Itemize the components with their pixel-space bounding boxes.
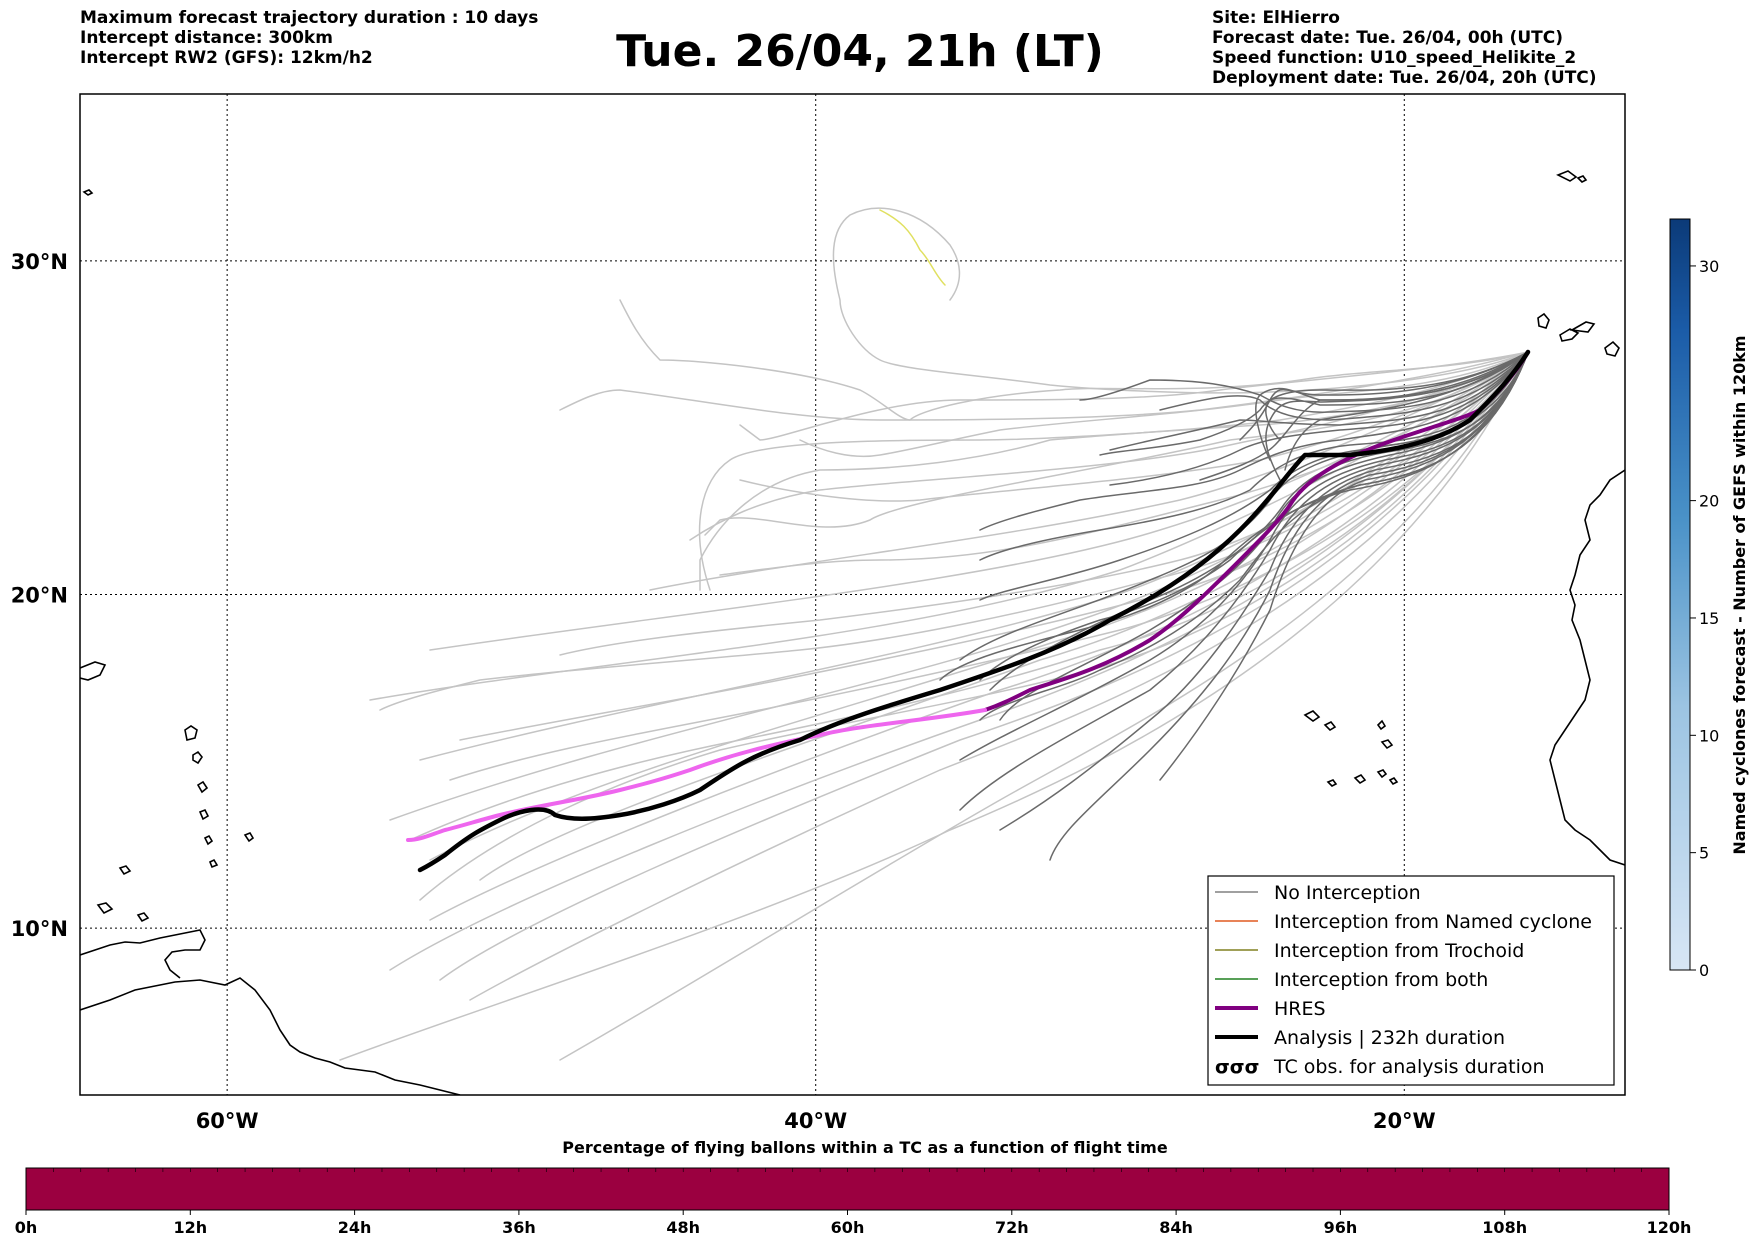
bottom-colorbar-tick-label: 0h — [15, 1218, 38, 1237]
bottom-colorbar-tick-label: 120h — [1647, 1218, 1692, 1237]
bottom-colorbar: Percentage of flying ballons within a TC… — [15, 1138, 1692, 1237]
bottom-colorbar-tick-label: 96h — [1324, 1218, 1358, 1237]
colorbar-tick-label: 5 — [1699, 844, 1709, 863]
forecast-date-text: Forecast date: Tue. 26/04, 00h (UTC) — [1212, 28, 1563, 48]
longitude-label: 20°W — [1373, 1109, 1436, 1133]
coast-azores — [82, 189, 94, 196]
header-left-info: Maximum forecast trajectory duration : 1… — [80, 8, 538, 68]
legend: No Interception Interception from Named c… — [1207, 875, 1615, 1086]
colorbar-tick-label: 15 — [1699, 609, 1719, 628]
legend-item-label: Interception from Trochoid — [1274, 940, 1524, 962]
legend-item-label: TC obs. for analysis duration — [1273, 1056, 1545, 1078]
speed-function-text: Speed function: U10_speed_Helikite_2 — [1212, 48, 1577, 68]
bottom-colorbar-tick-label: 108h — [1482, 1218, 1527, 1237]
trochoid-trajectory — [879, 209, 946, 286]
coast-madeira — [1556, 170, 1588, 183]
analysis-trajectory — [417, 349, 1531, 873]
coast-islands-lesser-antilles — [96, 725, 255, 923]
bottom-colorbar-tick-label: 36h — [502, 1218, 536, 1237]
coast-puerto-rico — [80, 661, 107, 681]
legend-item-label: HRES — [1274, 998, 1326, 1020]
page-title: Tue. 26/04, 21h (LT) — [616, 26, 1104, 77]
max-duration-text: Maximum forecast trajectory duration : 1… — [80, 8, 539, 28]
right-colorbar-label: Named cyclones forecast - Number of GEFS… — [1730, 335, 1749, 854]
bottom-colorbar-tick-label: 12h — [173, 1218, 207, 1237]
bottom-colorbar-tick-label: 60h — [831, 1218, 865, 1237]
legend-item-label: No Interception — [1274, 882, 1421, 904]
longitude-label: 60°W — [196, 1109, 259, 1133]
right-colorbar-bar — [1669, 218, 1691, 971]
header-right-info: Site: ElHierro Forecast date: Tue. 26/04… — [1212, 8, 1597, 88]
latitude-label: 10°N — [11, 917, 68, 941]
coast-canary-islands — [1537, 312, 1620, 357]
coast-cape-verde — [1303, 710, 1399, 787]
axis-labels: 60°W 40°W 20°W 30°N 20°N 10°N — [11, 250, 1436, 1133]
legend-item-label: Analysis | 232h duration — [1274, 1027, 1505, 1049]
bottom-colorbar-tick-label: 24h — [338, 1218, 372, 1237]
bottom-colorbar-bar — [25, 1167, 1670, 1211]
legend-item-label: Interception from both — [1274, 969, 1488, 991]
gridlines — [80, 94, 1625, 1095]
coast-caribbean-top — [80, 929, 206, 979]
bottom-colorbar-title: Percentage of flying ballons within a TC… — [562, 1138, 1168, 1157]
hres-trajectory — [983, 350, 1530, 712]
bottom-colorbar-tick-label: 72h — [995, 1218, 1029, 1237]
site-text: Site: ElHierro — [1212, 8, 1340, 28]
legend-item-label: Interception from Named cyclone — [1274, 911, 1592, 933]
coast-west-africa — [1549, 469, 1625, 866]
right-colorbar: 0 5 10 15 20 30 Named cyclones forecast - Num… — [1669, 218, 1749, 980]
legend-symbol-tc-icon: σσσ — [1215, 1056, 1259, 1078]
intercept-distance-text: Intercept distance: 300km — [80, 28, 333, 48]
colorbar-tick-label: 10 — [1699, 726, 1719, 745]
deployment-date-text: Deployment date: Tue. 26/04, 20h (UTC) — [1212, 68, 1597, 88]
colorbar-tick-label: 20 — [1699, 492, 1719, 511]
latitude-label: 30°N — [11, 250, 68, 274]
latitude-label: 20°N — [11, 584, 68, 608]
colorbar-tick-label: 0 — [1699, 961, 1709, 980]
coast-south-america — [80, 977, 461, 1095]
longitude-label: 40°W — [784, 1109, 847, 1133]
hres-trajectory-late — [406, 708, 987, 842]
bottom-colorbar-tick-label: 84h — [1159, 1218, 1193, 1237]
intercept-rw2-text: Intercept RW2 (GFS): 12km/h2 — [80, 48, 373, 68]
bottom-colorbar-tick-label: 48h — [666, 1218, 700, 1237]
coastlines — [80, 170, 1625, 1095]
colorbar-tick-label: 30 — [1699, 257, 1719, 276]
legend-box — [1207, 875, 1615, 1086]
trajectories — [339, 207, 1531, 1061]
map-frame — [79, 93, 1626, 1096]
